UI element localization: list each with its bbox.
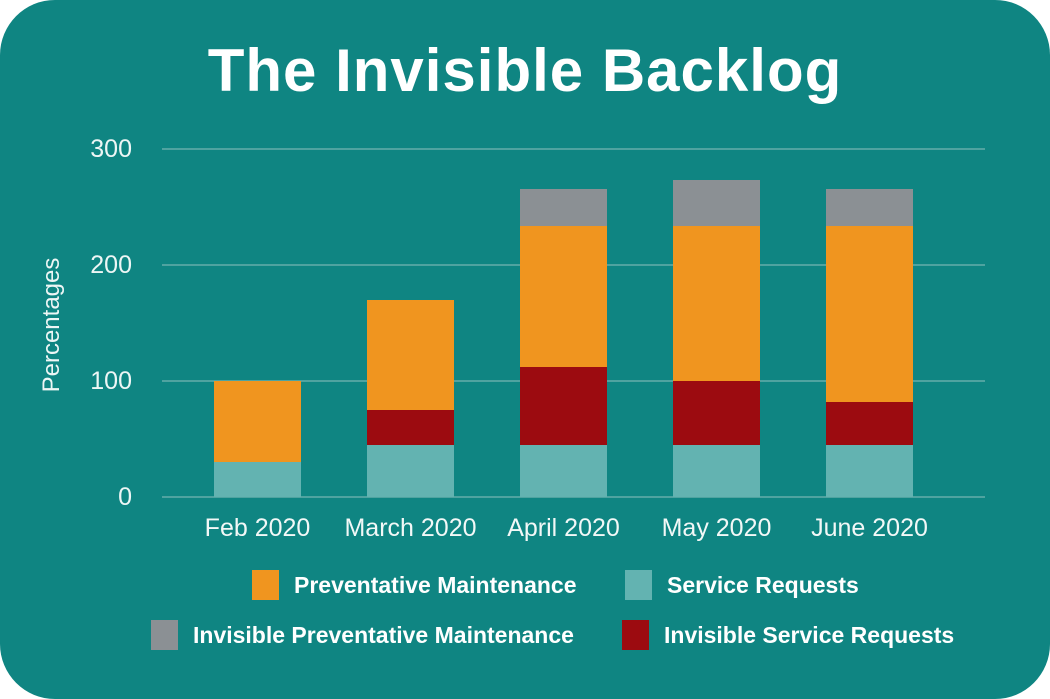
bar-april-2020-invisible-preventative-maintenance — [520, 188, 607, 226]
bar-feb-2020-service-requests — [214, 462, 301, 497]
y-tick-300: 300 — [90, 135, 132, 163]
bar-april-2020-service-requests — [520, 444, 607, 497]
x-tick-march-2020: March 2020 — [344, 514, 477, 542]
legend-label: Invisible Service Requests — [664, 622, 955, 648]
y-tick-100: 100 — [90, 367, 132, 395]
legend-label: Service Requests — [667, 572, 859, 598]
legend-swatch-invisible-service-requests — [622, 620, 649, 650]
bar-april-2020-invisible-service-requests — [520, 367, 607, 445]
bar-march-2020-service-requests — [367, 444, 454, 497]
legend-swatch-invisible-preventative-maintenance — [151, 620, 178, 650]
bar-march-2020-preventative-maintenance — [367, 299, 454, 410]
bar-may-2020-invisible-service-requests — [673, 381, 760, 445]
bar-feb-2020-preventative-maintenance — [214, 381, 301, 463]
chart-title: The Invisible Backlog — [207, 37, 843, 104]
legend-swatch-preventative-maintenance — [252, 570, 279, 600]
gridline-0 — [162, 496, 985, 498]
bar-june-2020-preventative-maintenance — [826, 225, 913, 402]
legend-label: Preventative Maintenance — [294, 572, 577, 598]
bar-june-2020-service-requests — [826, 444, 913, 497]
x-tick-june-2020: June 2020 — [811, 514, 928, 542]
bar-may-2020-service-requests — [673, 444, 760, 497]
bar-may-2020-invisible-preventative-maintenance — [673, 180, 760, 226]
y-tick-0: 0 — [118, 483, 132, 511]
bar-march-2020-invisible-service-requests — [367, 410, 454, 445]
bar-june-2020-invisible-service-requests — [826, 401, 913, 445]
bar-june-2020-invisible-preventative-maintenance — [826, 188, 913, 226]
bar-may-2020-preventative-maintenance — [673, 225, 760, 381]
plot-area — [162, 148, 985, 498]
legend-swatch-service-requests — [625, 570, 652, 600]
legend-label: Invisible Preventative Maintenance — [193, 622, 574, 648]
gridline-300 — [162, 148, 985, 150]
bar-april-2020-preventative-maintenance — [520, 225, 607, 368]
x-tick-feb-2020: Feb 2020 — [204, 514, 311, 542]
x-tick-may-2020: May 2020 — [661, 514, 772, 542]
y-tick-200: 200 — [90, 251, 132, 279]
x-tick-april-2020: April 2020 — [507, 514, 620, 542]
